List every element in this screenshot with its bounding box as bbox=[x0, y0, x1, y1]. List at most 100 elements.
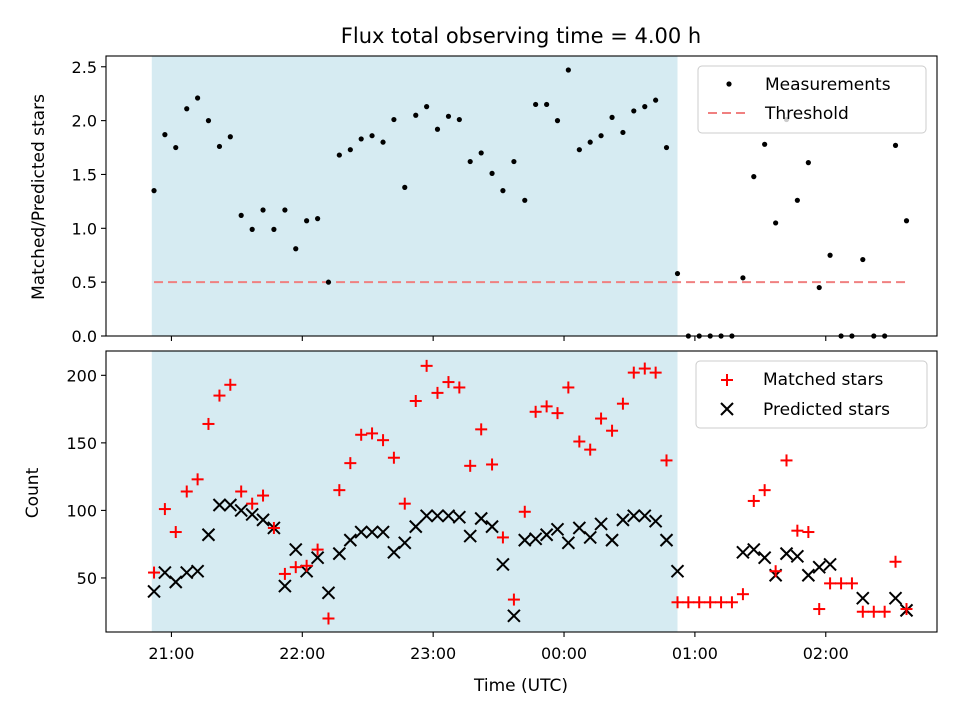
matched-star-point bbox=[355, 428, 368, 441]
measurement-point bbox=[609, 114, 615, 120]
top-y-tick-label: 2.5 bbox=[72, 58, 97, 77]
measurement-point bbox=[892, 142, 899, 148]
matched-star-point bbox=[442, 376, 455, 389]
matched-star-point bbox=[158, 503, 171, 516]
bottom-y-tick-label: 100 bbox=[66, 501, 97, 520]
measurement-point bbox=[184, 106, 190, 112]
bottom-y-tick-label: 50 bbox=[77, 569, 97, 588]
matched-star-point bbox=[551, 407, 564, 420]
top-shaded-span bbox=[151, 56, 678, 336]
matched-star-point bbox=[202, 417, 215, 430]
predicted-star-point bbox=[245, 507, 259, 522]
measurement-point bbox=[816, 284, 822, 291]
measurement-point bbox=[620, 129, 626, 136]
measurement-point bbox=[238, 212, 244, 218]
predicted-star-point bbox=[627, 509, 641, 523]
measurement-point bbox=[533, 101, 539, 108]
matched-star-point bbox=[758, 484, 771, 497]
predicted-star-point bbox=[550, 522, 565, 537]
matched-star-point bbox=[627, 366, 640, 379]
matched-star-point bbox=[889, 555, 902, 568]
measurement-point bbox=[249, 226, 255, 232]
bottom-x-tick-label: 01:00 bbox=[672, 644, 718, 663]
measurement-point bbox=[162, 132, 168, 138]
matched-star-point bbox=[649, 366, 662, 379]
matched-star-point bbox=[377, 434, 390, 447]
predicted-star-point bbox=[321, 586, 336, 600]
matched-star-point bbox=[289, 561, 302, 574]
matched-star-point bbox=[747, 494, 760, 507]
measurement-point bbox=[805, 160, 811, 166]
matched-star-point bbox=[769, 565, 782, 578]
legend-threshold-label: Threshold bbox=[764, 104, 849, 124]
predicted-star-point bbox=[594, 517, 608, 531]
predicted-star-point bbox=[169, 575, 183, 589]
matched-star-point bbox=[169, 526, 182, 539]
matched-star-point bbox=[311, 543, 324, 556]
measurement-point bbox=[282, 207, 288, 213]
matched-star-point bbox=[453, 381, 466, 394]
predicted-star-point bbox=[278, 579, 292, 593]
predicted-star-point bbox=[365, 525, 379, 539]
measurement-point bbox=[794, 197, 800, 203]
legend-matched-label: Matched stars bbox=[763, 370, 883, 390]
matched-star-point bbox=[257, 489, 270, 502]
predicted-star-point bbox=[223, 498, 238, 512]
predicted-star-point bbox=[605, 533, 619, 547]
predicted-star-point bbox=[180, 565, 194, 580]
matched-star-point bbox=[278, 567, 291, 580]
top-legend: Measurements Threshold bbox=[697, 65, 927, 134]
predicted-star-point bbox=[801, 568, 816, 582]
bottom-x-tick-label: 02:00 bbox=[803, 644, 849, 663]
measurement-point bbox=[511, 158, 517, 165]
measurement-point bbox=[565, 67, 571, 73]
predicted-star-point bbox=[583, 530, 597, 545]
predicted-star-point bbox=[409, 519, 423, 534]
measurement-point bbox=[336, 152, 342, 158]
measurement-point bbox=[773, 220, 779, 226]
matched-star-point bbox=[584, 443, 597, 456]
measurement-point bbox=[576, 147, 582, 153]
bottom-y-tick-label: 200 bbox=[66, 366, 97, 385]
measurement-point bbox=[642, 104, 648, 110]
measurement-point bbox=[663, 144, 670, 151]
matched-star-point bbox=[333, 484, 346, 497]
matched-star-point bbox=[475, 423, 488, 436]
matched-star-point bbox=[671, 596, 684, 609]
predicted-star-point bbox=[659, 533, 674, 547]
top-y-ticks: 0.0 0.5 1.0 1.5 2.0 2.5 bbox=[72, 58, 106, 346]
matched-star-point bbox=[878, 605, 891, 618]
measurement-point bbox=[195, 95, 201, 101]
legend-predicted-marker bbox=[720, 402, 734, 416]
measurement-point bbox=[380, 139, 386, 145]
matched-star-point bbox=[791, 524, 804, 537]
matched-star-point bbox=[300, 559, 313, 572]
matched-star-point bbox=[213, 389, 226, 402]
matched-star-point bbox=[420, 359, 433, 372]
predicted-star-point bbox=[747, 542, 761, 557]
measurement-point bbox=[358, 136, 364, 142]
measurement-point bbox=[315, 216, 321, 222]
matched-star-point bbox=[180, 485, 193, 498]
measurement-point bbox=[325, 279, 332, 285]
matched-star-point bbox=[682, 596, 695, 609]
bottom-axes-frame bbox=[105, 350, 938, 633]
measurement-point bbox=[478, 150, 484, 156]
matched-star-point bbox=[322, 612, 335, 625]
predicted-star-point bbox=[354, 525, 368, 539]
matched-star-point bbox=[813, 603, 826, 616]
measurement-point bbox=[489, 170, 495, 176]
bottom-x-tick-label: 22:00 bbox=[279, 644, 325, 663]
predicted-star-point bbox=[387, 545, 401, 560]
predicted-star-point bbox=[823, 557, 837, 572]
measurement-point bbox=[522, 197, 528, 203]
bottom-x-axis-label: Time (UTC) bbox=[473, 676, 568, 696]
measurement-point bbox=[587, 139, 593, 145]
measurement-point bbox=[413, 112, 419, 118]
bottom-x-tick-label: 23:00 bbox=[410, 644, 456, 663]
measurement-point bbox=[467, 158, 473, 165]
matched-star-point bbox=[398, 497, 411, 510]
bottom-legend: Matched stars Predicted stars bbox=[695, 360, 928, 429]
matched-star-point bbox=[736, 588, 749, 601]
